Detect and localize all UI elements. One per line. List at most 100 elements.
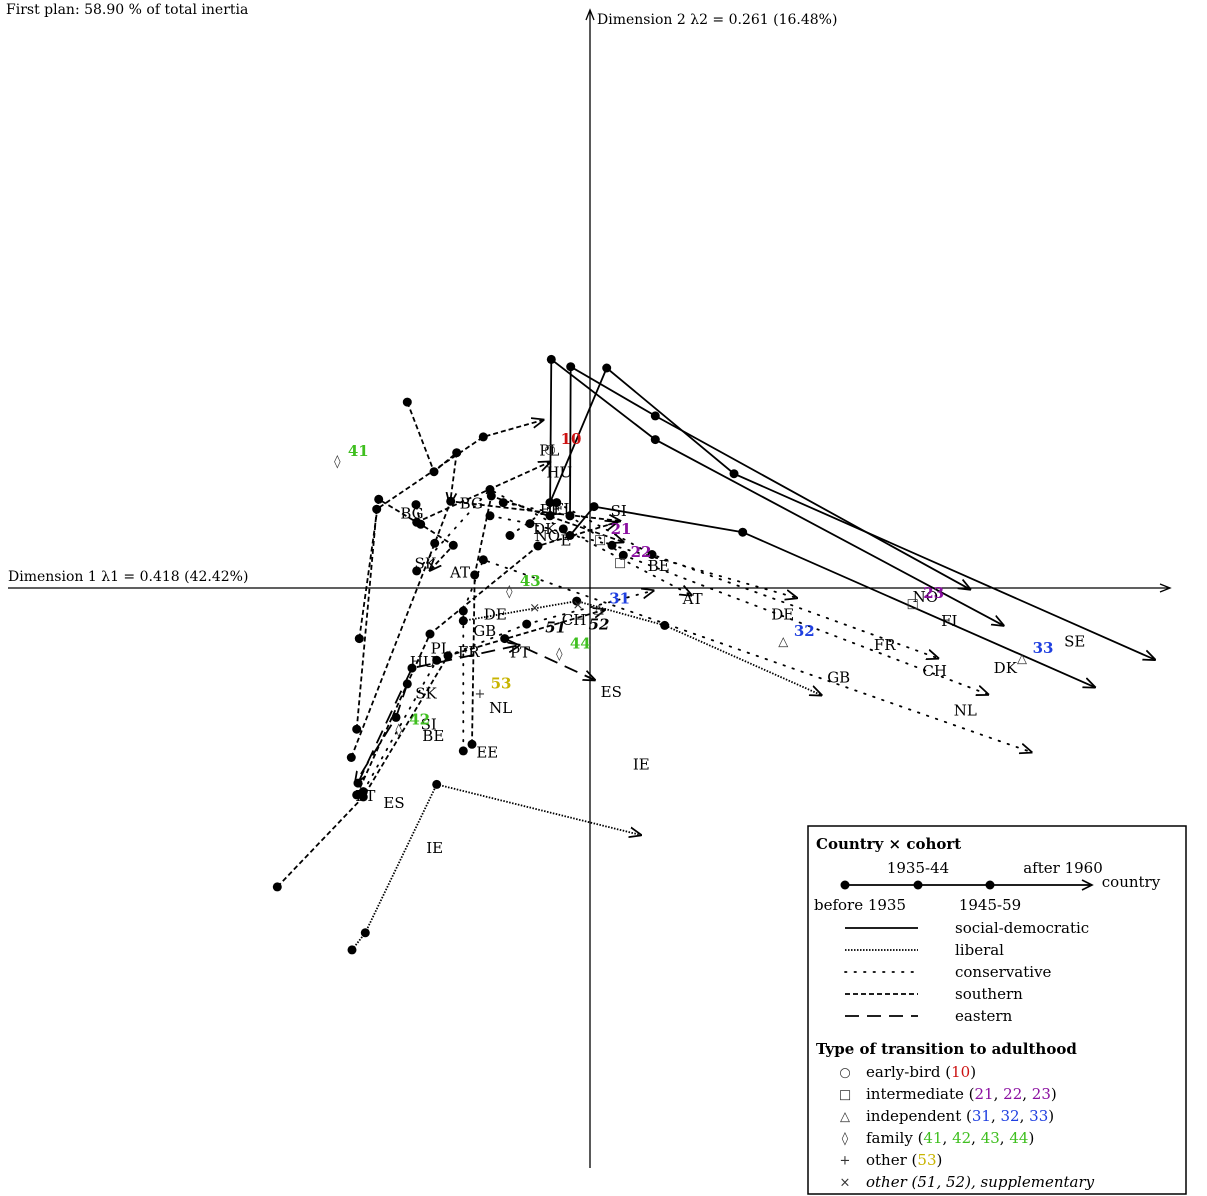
legend-cohort-example: 1935-44 after 1960 country before 1935 1… <box>814 859 1161 914</box>
country-label-be: BE <box>422 727 444 745</box>
legend-code-41: 41 <box>923 1129 942 1147</box>
cohort-point-nl-conservative-0 <box>458 746 468 756</box>
cohort-point-ee-southern-0 <box>467 739 477 749</box>
country-label-si: SI <box>611 502 627 520</box>
x-axis-arrow-icon <box>1159 583 1172 593</box>
cohort-point-gb-liberal-1 <box>572 596 582 606</box>
type-point-21: □ 21 <box>594 520 632 548</box>
cohort-point-sk-southern-0 <box>411 500 421 510</box>
country-label-ee: EE <box>540 501 562 519</box>
legend-regime-eastern: eastern <box>955 1007 1013 1025</box>
trajectory-line-sk-southern <box>415 504 455 571</box>
legend-code-separator: , <box>1000 1129 1010 1147</box>
country-label-bg: BG <box>460 495 483 513</box>
trajectory-line-fi-socialdemocratic <box>549 357 1003 625</box>
x-axis-label: Dimension 1 λ1 = 0.418 (42.42%) <box>8 569 248 585</box>
cohort-point-pt-eastern-0 <box>353 778 363 788</box>
legend-country: country <box>1102 873 1161 891</box>
legend-cohort-1935: 1935-44 <box>887 859 949 877</box>
chart-title: First plan: 58.90 % of total inertia <box>6 2 248 18</box>
cohort-point-de-conservative-1 <box>525 519 535 529</box>
type-symbol-52: × <box>573 598 584 613</box>
trajectory-dk-socialdemocratic <box>565 502 1095 688</box>
country-label-fr: FR <box>874 636 896 654</box>
trajectory-pl-southern <box>352 420 543 734</box>
country-label-dk: DK <box>533 520 557 538</box>
cohort-point-pt-eastern-1 <box>407 663 417 673</box>
legend-paren-close: ) <box>1051 1085 1057 1103</box>
trajectory-line-dk-socialdemocratic <box>569 505 1095 688</box>
type-code-10: 10 <box>561 430 582 448</box>
type-point-43: ◊ 43 <box>506 572 541 600</box>
legend-title: Country × cohort <box>816 835 961 853</box>
legend-regime-southern: southern <box>955 985 1023 1003</box>
cohort-point-no-socialdemocratic-1 <box>566 362 576 372</box>
cohort-point-dk-socialdemocratic-2 <box>738 527 748 537</box>
type-code-53: 53 <box>491 674 512 692</box>
trajectory-line-ie-liberal <box>351 783 641 951</box>
country-label-at: AT <box>682 590 703 608</box>
legend-cohort-after: after 1960 <box>1023 859 1103 877</box>
legend-type-symbol-0: ○ <box>839 1066 850 1081</box>
legend-type-family: family (41, 42, 43, 44) <box>866 1129 1034 1147</box>
legend-code-separator: , <box>971 1129 981 1147</box>
legend-regime-social-democratic: social-democratic <box>955 919 1089 937</box>
legend-code-22: 22 <box>1003 1085 1022 1103</box>
legend-code-separator: , <box>991 1107 1001 1125</box>
country-label-fi: FI <box>941 612 957 630</box>
trajectory-line-bg-southern <box>406 401 458 504</box>
y-axis-arrow-icon <box>585 8 595 21</box>
cohort-point-es-eastern-0 <box>500 634 510 644</box>
trajectory-line-ee-southern <box>471 494 623 745</box>
cohort-point-sk-southern-2 <box>448 540 458 550</box>
cohort-point-gb-liberal-2 <box>660 620 670 630</box>
type-code-32: 32 <box>794 622 815 640</box>
country-label-ch: CH <box>922 662 947 680</box>
type-point-42: ◊ 42 <box>395 711 430 739</box>
legend-type-title: Type of transition to adulthood <box>816 1040 1077 1058</box>
cohort-point-gb-liberal-0 <box>458 616 468 626</box>
legend-cohort-arrow-icon <box>1081 879 1094 891</box>
trajectory-line-se-socialdemocratic <box>549 366 1155 660</box>
trajectory-be-conservative <box>358 591 654 797</box>
type-symbol-43: ◊ <box>506 584 513 599</box>
type-point-44: ◊ 44 <box>556 634 591 662</box>
trajectory-sk-eastern <box>355 679 412 783</box>
trajectories <box>272 354 1155 955</box>
cohort-point-bg-southern-1 <box>429 467 439 477</box>
trajectory-line-es-eastern <box>504 637 595 680</box>
trajectory-line-fr-conservative <box>509 501 938 659</box>
type-symbol-21: □ <box>594 533 606 548</box>
country-label-e: E <box>561 531 572 549</box>
legend-paren-open: ( <box>964 1085 975 1103</box>
country-label-pt: PT <box>355 787 375 805</box>
country-label-gb: GB <box>473 622 496 640</box>
cohort-point-hu-southern-0 <box>354 634 364 644</box>
type-symbol-32: △ <box>778 634 788 649</box>
legend-regime-liberal: liberal <box>955 941 1004 959</box>
cohort-point-pl-southern-1 <box>372 504 382 514</box>
type-point-31: △ 31 <box>594 590 630 618</box>
type-point-52: × 52 <box>573 598 610 634</box>
cohort-point-ie-liberal-0 <box>347 945 357 955</box>
cohort-point-sk-eastern-0 <box>402 679 412 689</box>
type-code-33: 33 <box>1033 639 1054 657</box>
legend-code-separator: , <box>1020 1107 1030 1125</box>
cohort-point-es-southern-0 <box>272 882 282 892</box>
trajectory-ee-southern <box>467 491 624 749</box>
cohort-point-nl-conservative-2 <box>478 555 488 565</box>
country-label-bg: BG <box>400 504 423 522</box>
legend-code-32: 32 <box>1001 1107 1020 1125</box>
country-label-pl: PL <box>431 640 451 658</box>
country-label-nl: NL <box>489 699 512 717</box>
type-point-41: ◊ 41 <box>334 442 369 470</box>
cohort-point-si-southern-1 <box>430 538 440 548</box>
legend-code-53: 53 <box>917 1151 936 1169</box>
legend-code-separator: , <box>994 1085 1004 1103</box>
cohort-point-be-conservative-2 <box>522 619 532 629</box>
country-label-dk: DK <box>994 659 1018 677</box>
country-label-sk: SK <box>415 684 437 702</box>
trajectory-nl-conservative <box>458 555 1032 756</box>
legend-type-early-bird: early-bird (10) <box>866 1063 976 1081</box>
